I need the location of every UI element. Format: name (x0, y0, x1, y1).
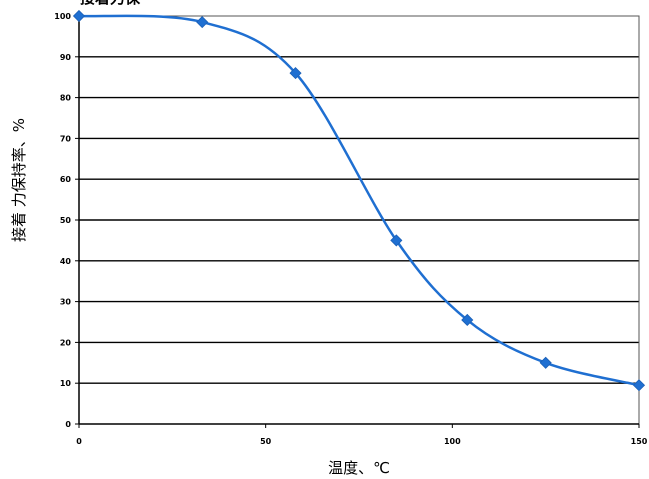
data-point-58 (289, 67, 302, 80)
x-axis-title: 温度、℃ (328, 459, 390, 477)
data-point-104 (461, 313, 474, 327)
y-tick-label-0: 0 (65, 420, 71, 429)
y-tick-label-40: 40 (60, 257, 72, 266)
x-tick-label-50: 50 (260, 437, 272, 446)
y-tick-label-80: 80 (60, 94, 72, 103)
data-point-125 (539, 356, 552, 369)
y-tick-label-60: 60 (60, 175, 72, 184)
y-tick-label-10: 10 (60, 379, 72, 388)
y-tick-label-20: 20 (60, 338, 72, 347)
data-point-0 (72, 9, 86, 23)
y-tick-label-100: 100 (54, 12, 71, 21)
data-point-33 (196, 16, 209, 29)
x-tick-label-150: 150 (631, 437, 648, 446)
data-point-85 (390, 234, 403, 247)
data-point-150 (632, 379, 646, 392)
y-tick-label-90: 90 (60, 53, 72, 62)
y-tick-label-70: 70 (60, 134, 72, 143)
y-axis-title: 接着 力保持率、% (10, 118, 28, 242)
x-tick-label-100: 100 (444, 437, 461, 446)
x-tick-label-0: 0 (76, 437, 82, 446)
y-tick-label-50: 50 (60, 216, 72, 225)
series-line-0 (78, 14, 640, 387)
plot-area: 0 10 20 30 40 50 60 70 80 90 100 0 50 100 150 (54, 9, 648, 446)
y-tick-label-30: 30 (60, 298, 72, 307)
